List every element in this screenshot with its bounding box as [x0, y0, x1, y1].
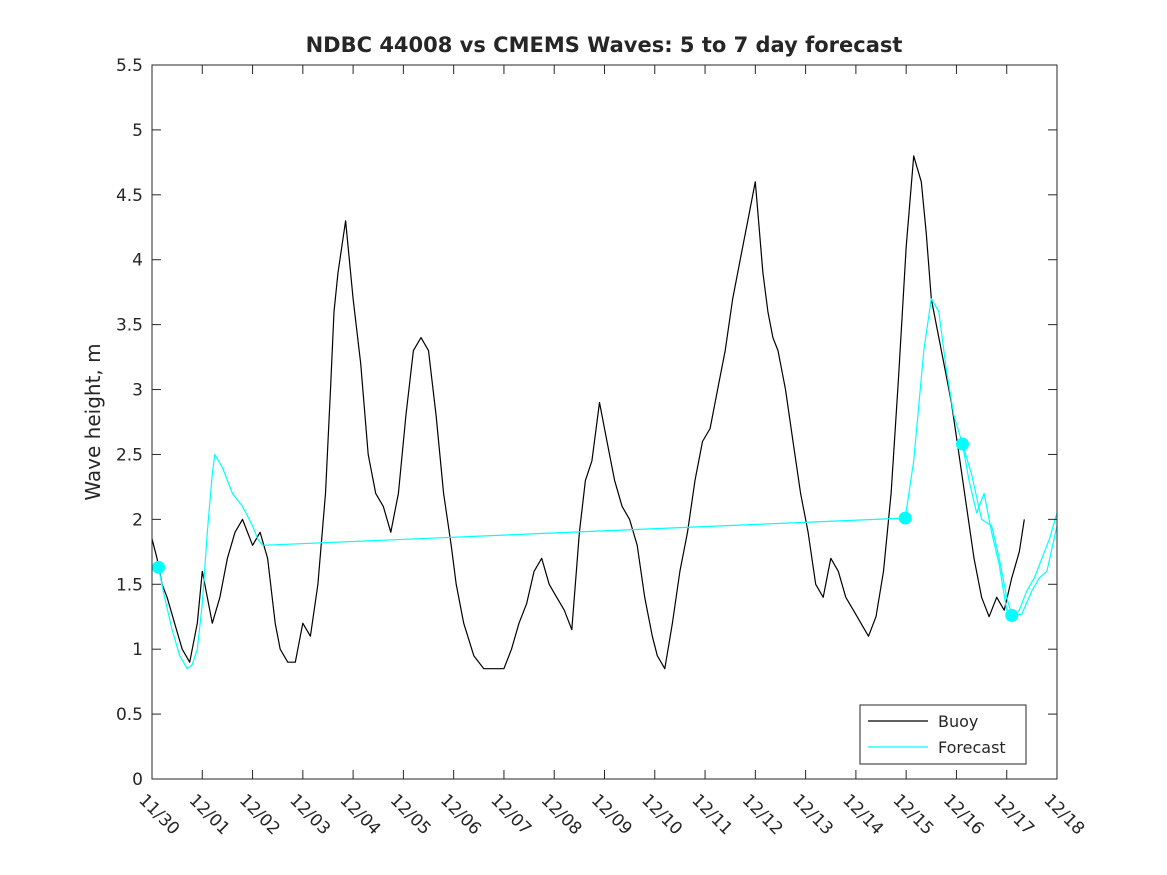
forecast-start-marker [955, 437, 969, 451]
plot-area [152, 65, 1057, 779]
y-tick-label: 2 [132, 510, 143, 530]
y-tick-label: 4 [132, 251, 143, 271]
y-tick-label: 5 [132, 121, 143, 141]
marker-layer [152, 437, 1019, 622]
legend-label-buoy: Buoy [938, 712, 978, 731]
forecast-start-marker [152, 560, 166, 574]
y-tick-label: 5.5 [116, 56, 143, 76]
y-axis-label: Wave height, m [81, 343, 105, 500]
series-line-buoy-0 [151, 155, 1025, 670]
y-tick-label: 0.5 [116, 705, 143, 725]
legend-box [859, 704, 1027, 765]
y-tick-label: 1 [132, 640, 143, 660]
chart-title: NDBC 44008 vs CMEMS Waves: 5 to 7 day fo… [306, 33, 903, 57]
y-tick-label: 0 [132, 770, 143, 790]
y-tick-label: 1.5 [116, 575, 143, 595]
series-line-forecast-2 [961, 443, 1058, 617]
legend-label-forecast: Forecast [938, 738, 1006, 757]
forecast-start-marker [898, 511, 912, 525]
legend: Buoy Forecast [859, 704, 1027, 765]
y-tick-label: 3.5 [116, 316, 143, 336]
y-tick-label: 4.5 [116, 186, 143, 206]
y-tick-label: 3 [132, 381, 143, 401]
forecast-start-marker [1005, 608, 1019, 622]
y-tick-label: 2.5 [116, 445, 143, 465]
